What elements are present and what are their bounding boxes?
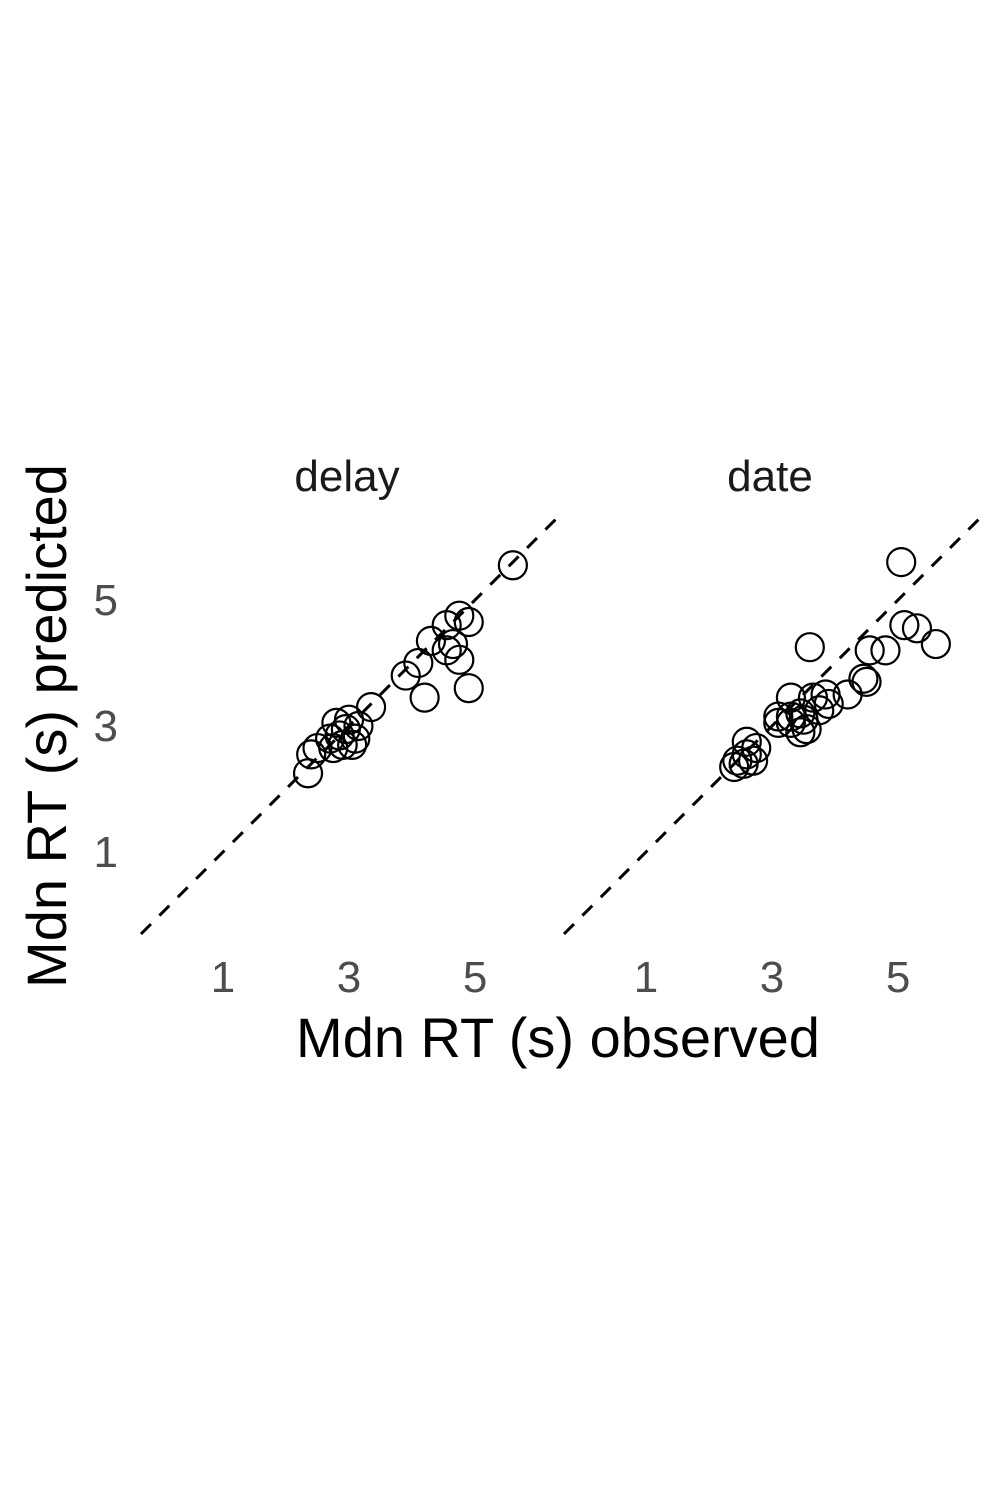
data-point-delay-2 [453,606,484,638]
data-point-date-29 [719,751,750,783]
x-ticks-delay: 1 3 5 [211,953,488,1002]
panel-date: date 1 3 5 [562,452,982,1002]
data-point-delay-9 [390,660,421,691]
data-point-date-22 [785,717,816,748]
x-tick-label: 5 [886,953,910,1002]
data-point-delay-15 [343,710,374,742]
data-point-date-20 [763,707,794,738]
data-point-date-19 [775,707,807,738]
data-point-delay-5 [437,628,469,660]
data-point-delay-14 [321,707,352,738]
data-point-date-6 [870,635,901,666]
data-point-date-4 [794,632,825,663]
points-date [719,547,951,783]
x-tick-label: 1 [211,953,235,1002]
data-point-delay-7 [444,644,475,675]
panel-delay: delay 1 3 5 1 3 5 [94,452,559,1002]
data-point-delay-25 [292,758,324,789]
panel-title-delay: delay [294,452,399,501]
data-point-delay-0 [497,550,528,581]
y-tick-label: 1 [94,828,118,877]
data-point-date-5 [854,635,885,666]
panel-title-date: date [727,452,813,501]
data-point-date-7 [848,663,879,694]
identity-line-date [562,516,982,936]
y-tick-label: 3 [94,702,118,751]
data-point-delay-8 [403,647,434,679]
data-point-delay-3 [431,610,462,641]
data-point-delay-10 [453,673,484,704]
points-delay [292,550,528,789]
data-point-date-2 [901,613,933,644]
x-ticks-date: 1 3 5 [634,953,911,1002]
data-point-date-1 [889,610,920,641]
data-point-date-13 [813,688,844,720]
data-point-delay-22 [318,732,349,764]
data-point-delay-11 [409,682,440,713]
x-tick-label: 1 [634,953,658,1002]
y-tick-label: 5 [94,576,118,625]
data-point-delay-24 [296,739,327,770]
data-point-date-26 [722,745,753,776]
data-point-date-3 [920,628,951,660]
data-point-delay-20 [337,729,368,761]
data-point-date-21 [791,714,822,745]
data-point-date-0 [886,547,917,578]
y-axis-title: Mdn RT (s) predicted [15,464,78,988]
x-tick-label: 5 [463,953,487,1002]
data-point-date-23 [731,726,762,757]
x-axis-title: Mdn RT (s) observed [296,1006,820,1069]
x-tick-label: 3 [337,953,361,1002]
y-ticks: 1 3 5 [94,576,118,877]
x-tick-label: 3 [760,953,784,1002]
data-point-date-9 [832,679,863,710]
data-point-delay-12 [355,691,387,723]
data-point-delay-6 [431,635,462,666]
